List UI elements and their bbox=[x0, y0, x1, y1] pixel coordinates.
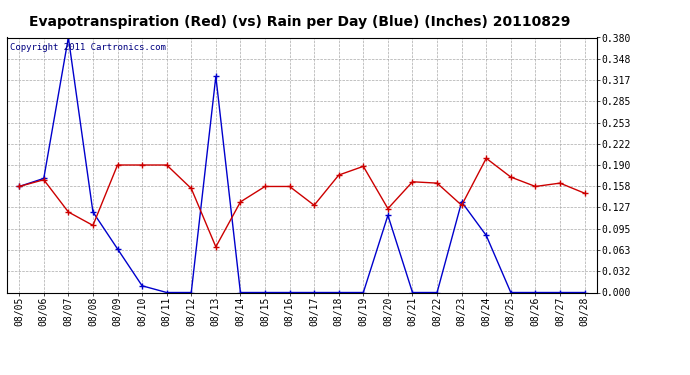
Text: Copyright 2011 Cartronics.com: Copyright 2011 Cartronics.com bbox=[10, 43, 166, 52]
Text: Evapotranspiration (Red) (vs) Rain per Day (Blue) (Inches) 20110829: Evapotranspiration (Red) (vs) Rain per D… bbox=[30, 15, 571, 29]
